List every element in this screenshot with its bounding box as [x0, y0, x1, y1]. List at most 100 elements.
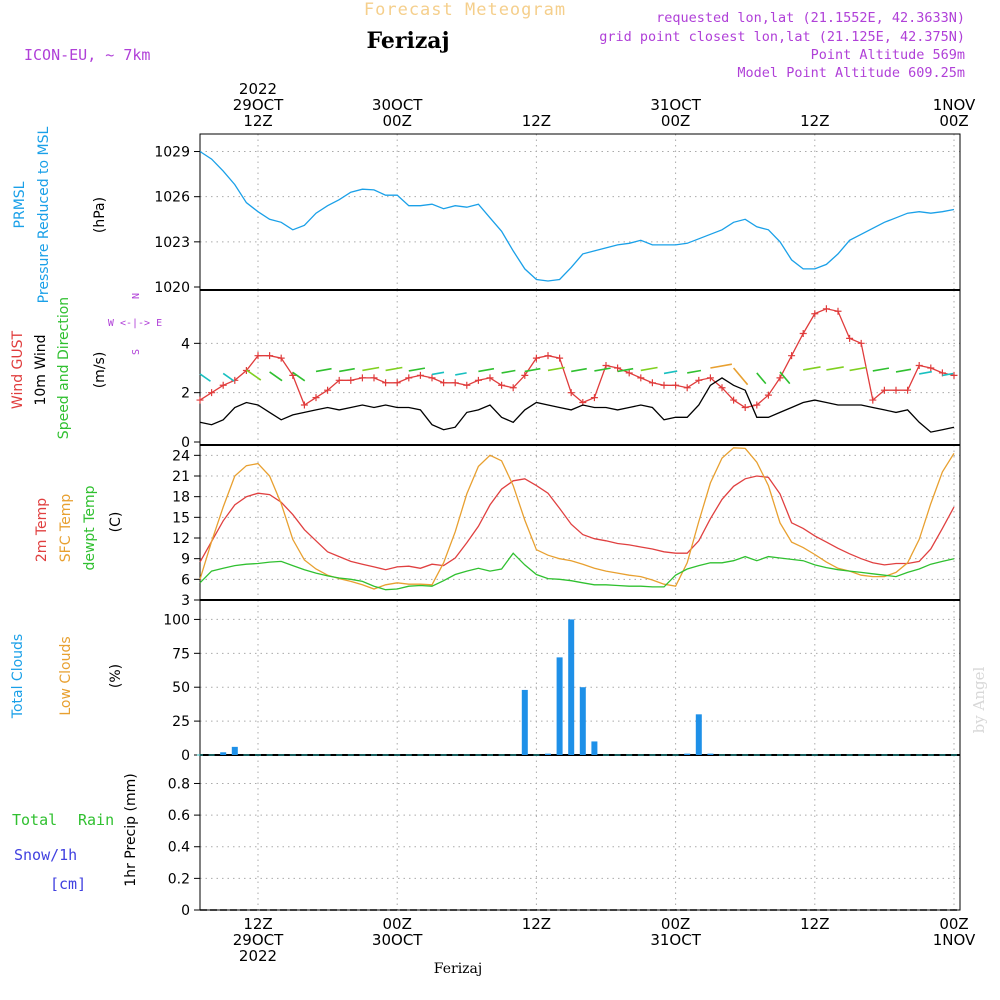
ytick-label-precip-2: 0.4 — [168, 840, 190, 856]
ytick-label-precip-1: 0.2 — [168, 871, 190, 887]
gust-marker-52 — [799, 329, 807, 337]
bottom-time-label-2-0: 12Z — [522, 915, 551, 933]
ytick-label-pressure-0: 1020 — [154, 280, 190, 296]
gust-marker-43 — [695, 376, 703, 384]
bottom-time-label-1-0: 00Z — [383, 915, 412, 933]
top-time-label-5-0: 1NOV — [933, 96, 976, 114]
ytick-label-pressure-1: 1023 — [154, 235, 190, 251]
cloud-bar-44 — [707, 753, 714, 755]
ytick-label-clouds-2: 50 — [172, 680, 190, 696]
top-time-label-1-0: 30OCT — [372, 96, 423, 114]
wind-arrow-58 — [872, 367, 890, 372]
gust-marker-6 — [266, 352, 274, 360]
bottom-time-label-5-1: 1NOV — [933, 931, 976, 949]
wind-arrow-60 — [895, 368, 912, 373]
wind-arrow-6 — [269, 371, 283, 382]
cloud-bar-43 — [695, 714, 702, 755]
cloud-bar-30 — [545, 753, 551, 755]
gust-marker-12 — [335, 376, 343, 384]
compass-we: W <-|-> E — [108, 318, 162, 329]
top-time-label-0-2: 12Z — [243, 112, 272, 130]
dewpt-label: dewpt Temp — [82, 485, 98, 570]
gust-marker-15 — [370, 374, 378, 382]
precip-snow-label: Snow/1h — [14, 846, 77, 864]
gust-marker-21 — [440, 379, 448, 387]
wind-arrow-2 — [222, 372, 235, 382]
wind-arrow-54 — [826, 366, 844, 371]
precip-cm-label: [cm] — [50, 875, 86, 893]
ytick-label-precip-4: 0.8 — [168, 776, 190, 792]
temp-line-0 — [199, 475, 955, 571]
gust-marker-26 — [498, 381, 506, 389]
gust-marker-59 — [880, 386, 888, 394]
frame-pressure — [199, 133, 961, 291]
gust-marker-0 — [196, 396, 204, 404]
gust-marker-31 — [556, 354, 564, 362]
temp-unit: (C) — [108, 512, 124, 533]
pressure-label: Pressure Reduced to MSL — [36, 126, 52, 303]
clouds-unit: (%) — [108, 664, 124, 688]
gust-marker-45 — [718, 384, 726, 392]
bottom-time-label-4-0: 12Z — [800, 915, 829, 933]
low-clouds-label: Low Clouds — [58, 636, 74, 715]
bottom-time-label-3-1: 31OCT — [650, 931, 701, 949]
gust-marker-36 — [614, 364, 622, 372]
bottom-time-label-5-0: 00Z — [939, 915, 968, 933]
gust-marker-51 — [788, 352, 796, 360]
cloud-bar-33 — [579, 687, 586, 755]
gust-marker-10 — [312, 394, 320, 402]
wind-arrow-20 — [431, 371, 445, 376]
gust-marker-63 — [927, 364, 935, 372]
gust-marker-19 — [416, 371, 424, 379]
gust-marker-32 — [567, 389, 575, 397]
gust-marker-18 — [405, 374, 413, 382]
ytick-label-temperature-2: 9 — [181, 552, 190, 568]
ytick-label-temperature-7: 24 — [172, 448, 190, 464]
bottom-time-label-0-2: 2022 — [239, 947, 277, 965]
wind-arrow-32 — [571, 367, 587, 373]
precip-unit: 1hr Precip (mm) — [123, 773, 139, 886]
gust-marker-34 — [590, 394, 598, 402]
gust-marker-38 — [637, 374, 645, 382]
wind-arrow-12 — [339, 367, 355, 373]
wind-arrow-52 — [803, 366, 821, 371]
total-clouds-label: Total Clouds — [10, 634, 26, 719]
ytick-label-precip-3: 0.6 — [168, 808, 190, 824]
wind-arrow-30 — [547, 366, 565, 372]
gust-marker-54 — [822, 305, 830, 313]
temp-line-2 — [199, 552, 955, 591]
compass-s: S — [131, 349, 142, 355]
pressure-unit: (hPa) — [92, 197, 108, 233]
wind-arrow-10 — [315, 367, 332, 373]
ytick-label-temperature-3: 12 — [172, 531, 190, 547]
top-time-label-1-1: 00Z — [383, 112, 412, 130]
frame-temperature — [199, 444, 961, 601]
gust-marker-23 — [463, 381, 471, 389]
wind-arrow-44 — [710, 363, 733, 369]
gust-marker-48 — [753, 401, 761, 409]
top-time-label-0-1: 29OCT — [233, 96, 284, 114]
gust-marker-53 — [811, 310, 819, 318]
top-time-label-3-0: 31OCT — [650, 96, 701, 114]
gust-marker-49 — [764, 391, 772, 399]
ytick-label-clouds-0: 0 — [181, 748, 190, 764]
wind-arrow-40 — [663, 370, 678, 375]
top-time-label-4-0: 12Z — [800, 112, 829, 130]
gust-marker-40 — [660, 381, 668, 389]
cloud-bar-31 — [556, 657, 563, 755]
wind-arrow-36 — [617, 367, 634, 373]
wind-unit: (m/s) — [92, 352, 108, 389]
plot-area: 1020102310261029024369121518212402550751… — [154, 80, 976, 965]
gust-label: Wind GUST — [10, 330, 26, 409]
prmsl-label: PRMSL — [12, 181, 28, 228]
gust-marker-7 — [277, 354, 285, 362]
gust-marker-17 — [393, 379, 401, 387]
top-time-label-3-1: 00Z — [661, 112, 690, 130]
ytick-label-wind-0: 0 — [181, 435, 190, 451]
wind-arrow-50 — [779, 371, 791, 385]
compass-n: N — [131, 293, 142, 299]
cloud-bar-3 — [231, 746, 238, 755]
gust-marker-62 — [915, 362, 923, 370]
gust-marker-29 — [532, 354, 540, 362]
